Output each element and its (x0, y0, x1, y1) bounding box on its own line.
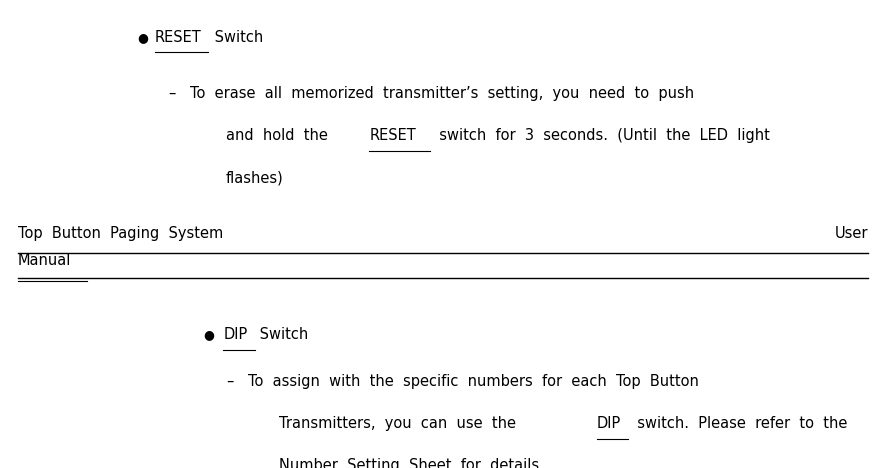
Text: Number  Setting  Sheet  for  details.: Number Setting Sheet for details. (279, 458, 544, 468)
Text: Top  Button  Paging  System: Top Button Paging System (18, 226, 223, 241)
Text: ●: ● (204, 328, 214, 341)
Text: RESET: RESET (155, 30, 202, 45)
Text: Transmitters,  you  can  use  the: Transmitters, you can use the (279, 416, 525, 431)
Text: –: – (226, 374, 233, 389)
Text: User: User (835, 226, 868, 241)
Text: flashes): flashes) (226, 170, 284, 185)
Text: and  hold  the: and hold the (226, 128, 337, 143)
Text: switch  for  3  seconds.  (Until  the  LED  light: switch for 3 seconds. (Until the LED lig… (430, 128, 770, 143)
Text: RESET: RESET (369, 128, 416, 143)
Text: Switch: Switch (254, 327, 307, 342)
Text: switch.  Please  refer  to  the: switch. Please refer to the (628, 416, 848, 431)
Text: To  assign  with  the  specific  numbers  for  each  Top  Button: To assign with the specific numbers for … (248, 374, 699, 389)
Text: Switch: Switch (210, 30, 263, 45)
Text: DIP: DIP (223, 327, 247, 342)
Text: Manual: Manual (18, 253, 71, 268)
Text: ●: ● (137, 31, 148, 44)
Text: –: – (168, 86, 175, 101)
Text: To  erase  all  memorized  transmitter’s  setting,  you  need  to  push: To erase all memorized transmitter’s set… (190, 86, 695, 101)
Text: DIP: DIP (597, 416, 621, 431)
